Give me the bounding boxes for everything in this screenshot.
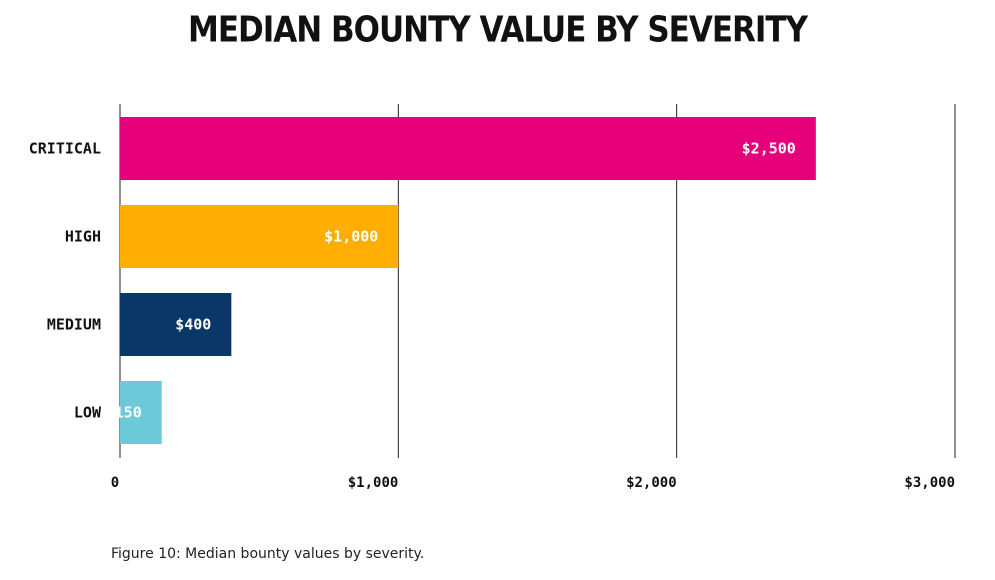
category-label-medium: MEDIUM [47,316,101,334]
chart-title: MEDIAN BOUNTY VALUE BY SEVERITY [187,9,808,51]
bar-low [120,381,162,444]
x-tick-label: 0 [111,475,119,491]
data-label-high: $1,000 [324,228,378,246]
x-tick-labels: 0 $1,000 $2,000 $3,000 [111,475,955,491]
category-label-critical: CRITICAL [29,140,101,158]
category-label-low: LOW [74,404,102,422]
category-labels: CRITICAL HIGH MEDIUM LOW [29,140,102,422]
data-label-low: $150 [106,404,142,422]
bar-high [120,205,399,268]
x-tick-label: $3,000 [904,475,955,491]
category-label-high: HIGH [65,228,101,246]
bars: $2,500 $1,000 $400 $150 [106,117,816,444]
bar-critical [120,117,816,180]
data-label-medium: $400 [175,316,211,334]
caption-text: Median bounty values by severity. [180,546,425,562]
data-label-critical: $2,500 [742,140,796,158]
x-tick-label: $1,000 [348,475,399,491]
figure-caption: Figure 10: Median bounty values by sever… [111,546,424,562]
bar-chart: $2,500 $1,000 $400 $150 CRITICAL HIGH MEDIUM L… [29,104,956,491]
x-tick-label: $2,000 [626,475,677,491]
caption-lead: Figure 10: [111,546,181,562]
bar-medium [120,293,232,356]
